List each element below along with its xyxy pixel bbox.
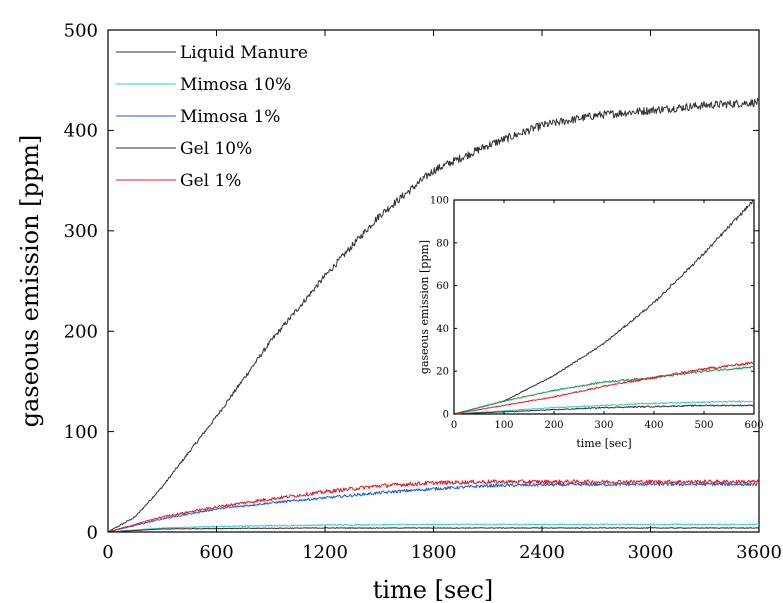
legend-entry-liquid-manure: Liquid Manure bbox=[116, 43, 308, 63]
legend-label: Gel 10% bbox=[180, 139, 252, 159]
main-plot: 0 600 1200 1800 2400 3000 3600 010020030040050… bbox=[16, 20, 782, 603]
y-tick-label: 300 bbox=[64, 221, 98, 242]
main-series-liquid-manure bbox=[107, 97, 760, 533]
legend-entry-mimosa-1: Mimosa 1% bbox=[116, 107, 280, 127]
inset-x-ticks: 0 100 200 300 400 500 600 bbox=[451, 200, 764, 431]
y-tick-label: 20 bbox=[436, 367, 449, 378]
x-tick-label: 0 bbox=[451, 420, 457, 431]
inset-background bbox=[454, 200, 754, 414]
y-tick-label: 200 bbox=[64, 322, 98, 343]
y-tick-label: 0 bbox=[87, 522, 98, 543]
x-tick-label: 0 bbox=[102, 542, 113, 563]
main-y-axis-title: gaseous emission [ppm] bbox=[16, 135, 44, 428]
x-tick-label: 600 bbox=[744, 420, 763, 431]
y-tick-label: 100 bbox=[64, 422, 98, 443]
main-series-gel-1 bbox=[107, 479, 760, 533]
x-tick-label: 1800 bbox=[411, 542, 457, 563]
x-tick-label: 2400 bbox=[519, 542, 565, 563]
y-tick-label: 100 bbox=[430, 196, 449, 207]
main-series-mimosa-1 bbox=[107, 482, 760, 533]
inset-plot: 0 100 200 300 400 500 600 0 20 40 60 80 100 time [s… bbox=[418, 196, 764, 451]
main-x-ticks: 0 600 1200 1800 2400 3000 3600 bbox=[102, 30, 782, 563]
inset-series-mimosa-1 bbox=[453, 365, 755, 415]
x-tick-label: 3000 bbox=[628, 542, 674, 563]
legend-label: Mimosa 10% bbox=[180, 75, 291, 95]
y-tick-label: 60 bbox=[436, 281, 449, 292]
legend-label: Mimosa 1% bbox=[180, 107, 280, 127]
legend-label: Liquid Manure bbox=[180, 43, 308, 63]
x-tick-label: 3600 bbox=[736, 542, 782, 563]
inset-x-axis-title: time [sec] bbox=[576, 437, 631, 450]
legend-label: Gel 1% bbox=[180, 171, 241, 191]
y-tick-label: 80 bbox=[436, 238, 449, 249]
main-x-axis-title: time [sec] bbox=[373, 576, 494, 603]
x-tick-label: 400 bbox=[644, 420, 663, 431]
legend-entry-mimosa-10: Mimosa 10% bbox=[116, 75, 291, 95]
inset-y-axis-title: gaseous emission [ppm] bbox=[418, 240, 431, 374]
x-tick-label: 300 bbox=[594, 420, 613, 431]
y-tick-label: 500 bbox=[64, 20, 98, 41]
y-tick-label: 0 bbox=[443, 410, 449, 421]
legend-entry-gel-1: Gel 1% bbox=[116, 171, 241, 191]
y-tick-label: 40 bbox=[436, 324, 449, 335]
x-tick-label: 500 bbox=[694, 420, 713, 431]
inset-series-gel-1 bbox=[453, 361, 755, 415]
x-tick-label: 600 bbox=[199, 542, 233, 563]
legend-entry-gel-10: Gel 10% bbox=[116, 139, 252, 159]
legend: Liquid Manure Mimosa 10% Mimosa 1% Gel 1… bbox=[116, 43, 308, 191]
inset-series-mimosa-10 bbox=[453, 400, 755, 415]
y-tick-label: 400 bbox=[64, 121, 98, 142]
x-tick-label: 1200 bbox=[302, 542, 348, 563]
inset-y-ticks: 0 20 40 60 80 100 bbox=[430, 196, 754, 421]
x-tick-label: 200 bbox=[544, 420, 563, 431]
x-tick-label: 100 bbox=[494, 420, 513, 431]
